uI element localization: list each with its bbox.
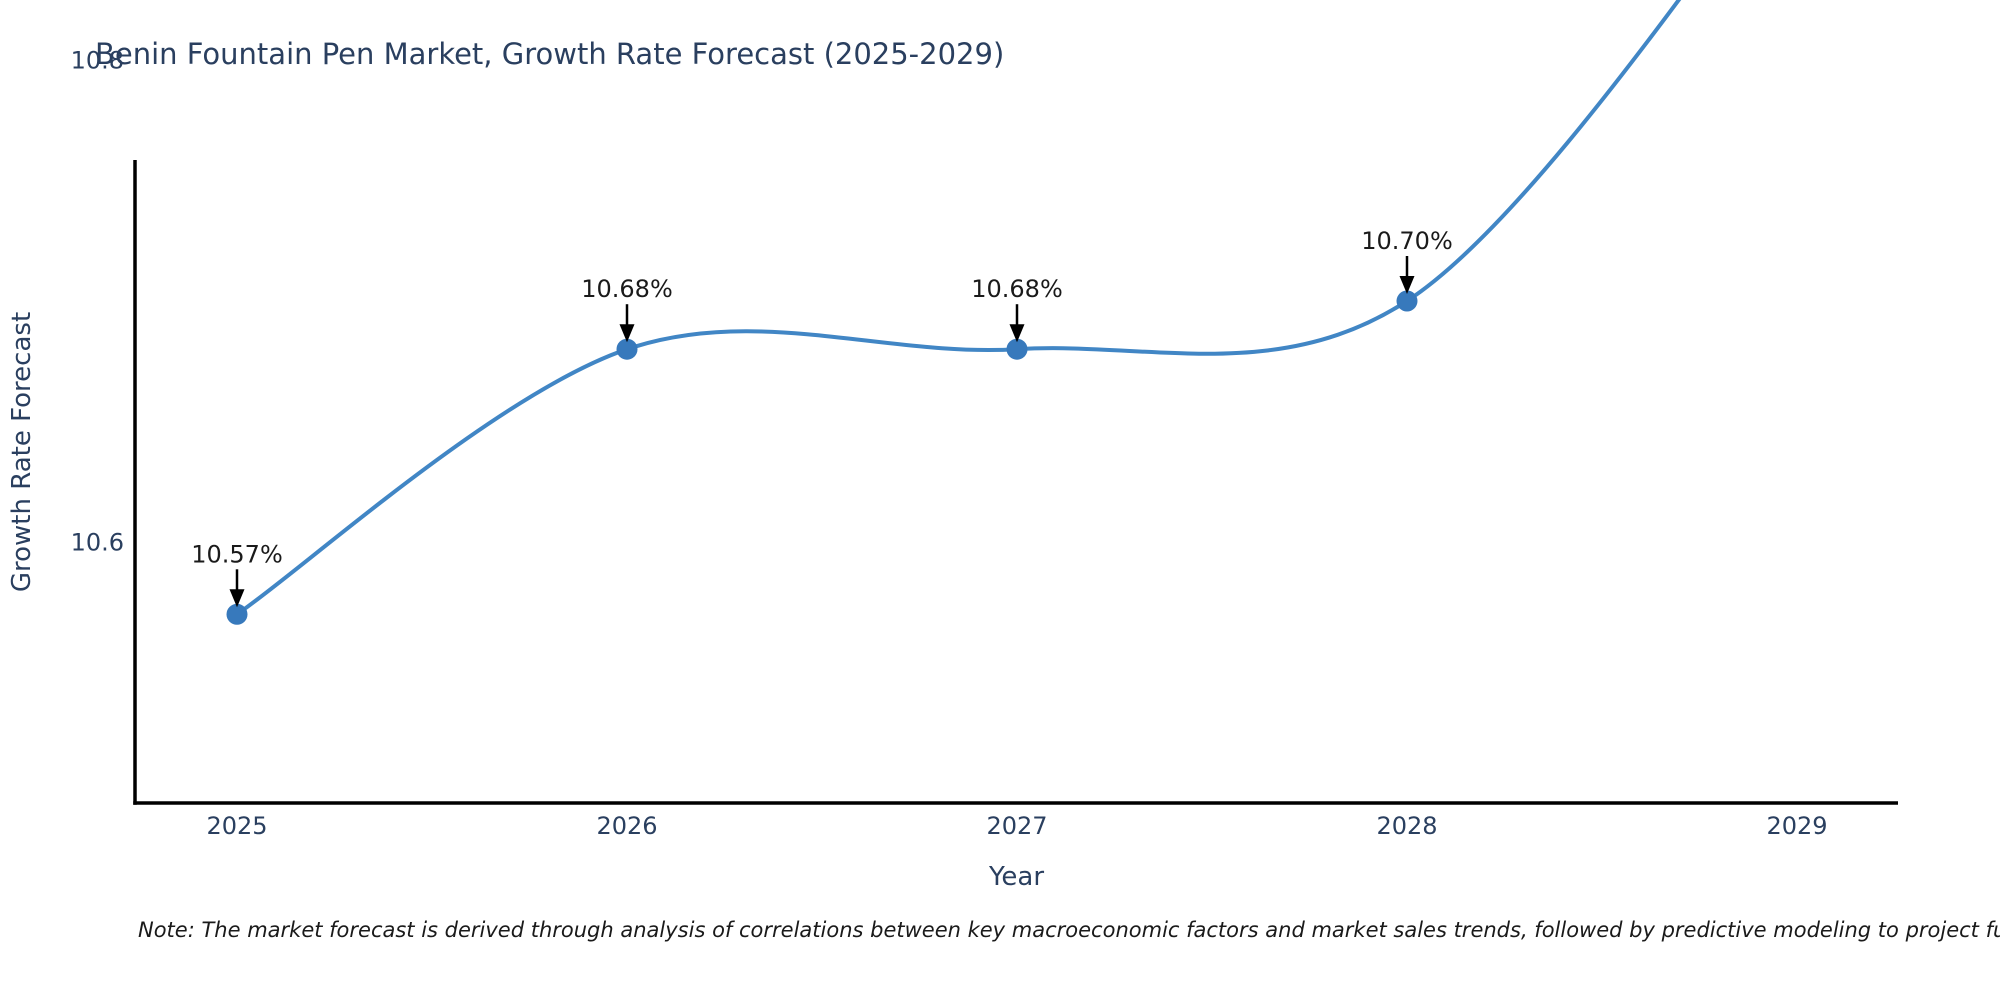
- x-tick-label: 2026: [596, 812, 657, 840]
- annotation-arrowhead-icon: [229, 589, 245, 608]
- x-tick-label: 2025: [206, 812, 267, 840]
- annotation-arrowhead-icon: [619, 324, 635, 343]
- y-tick-label: 10.8: [71, 47, 124, 75]
- data-point-label: 10.68%: [581, 275, 673, 303]
- y-axis-title: Growth Rate Forecast: [7, 312, 37, 592]
- chart-title: Benin Fountain Pen Market, Growth Rate F…: [95, 37, 1005, 71]
- data-point-label: 10.68%: [971, 275, 1063, 303]
- data-point-label: 10.57%: [191, 540, 283, 568]
- data-point-label: 10.70%: [1361, 227, 1453, 255]
- annotation-arrowhead-icon: [1009, 324, 1025, 343]
- x-tick-label: 2028: [1376, 812, 1437, 840]
- data-point-marker: [226, 603, 248, 625]
- data-point-marker: [1396, 290, 1418, 312]
- x-axis-title: Year: [988, 862, 1044, 892]
- x-tick-label: 2027: [986, 812, 1047, 840]
- chart-footnote: Note: The market forecast is derived thr…: [138, 918, 2000, 942]
- y-tick-label: 10.6: [71, 529, 124, 557]
- data-point-marker: [616, 338, 638, 360]
- x-tick-label: 2029: [1766, 812, 1827, 840]
- data-point-marker: [1006, 338, 1028, 360]
- annotation-arrowhead-icon: [1399, 276, 1415, 294]
